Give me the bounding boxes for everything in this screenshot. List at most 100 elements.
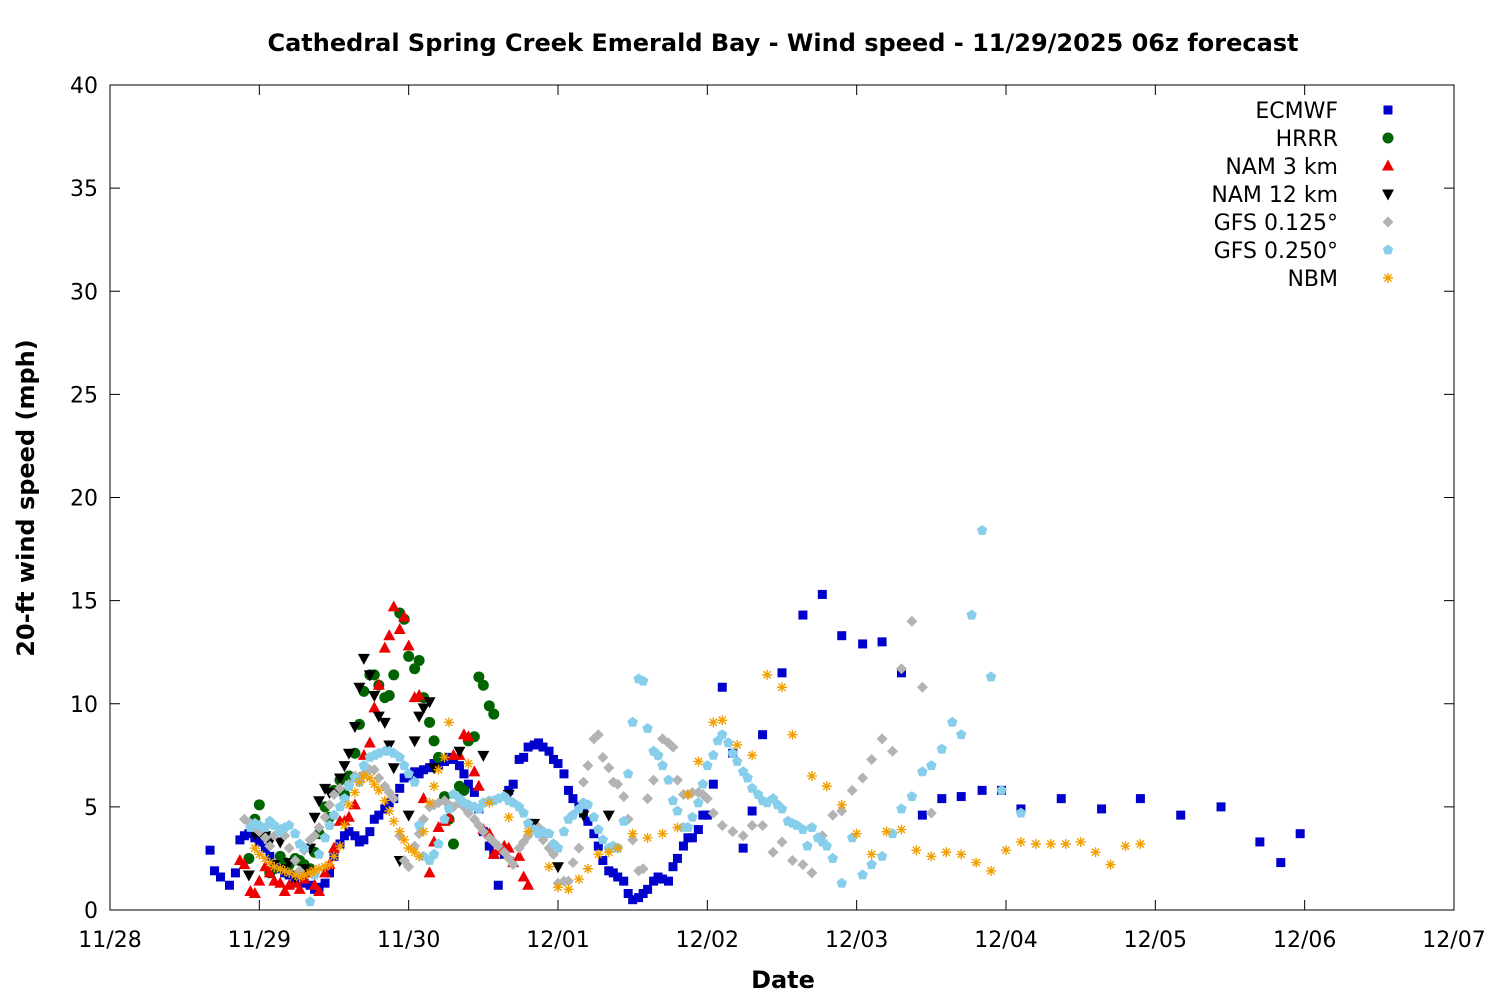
- data-point: [687, 811, 698, 822]
- series-ecmwf: [205, 589, 1305, 905]
- data-point: [334, 801, 346, 812]
- data-point: [472, 779, 485, 791]
- data-point: [602, 810, 615, 822]
- data-point: [492, 840, 504, 852]
- data-point: [369, 779, 380, 790]
- data-point: [379, 795, 390, 806]
- legend-item: GFS 0.125°: [1214, 211, 1394, 236]
- data-point: [417, 703, 430, 715]
- data-point: [210, 866, 220, 876]
- legend-label: ECMWF: [1255, 99, 1338, 124]
- data-point: [797, 824, 809, 834]
- data-point: [597, 834, 608, 845]
- data-point: [484, 841, 494, 851]
- data-point: [429, 781, 440, 792]
- data-point: [343, 799, 354, 810]
- data-point: [737, 830, 749, 842]
- data-point: [716, 819, 728, 831]
- data-point: [643, 884, 653, 894]
- data-point: [941, 847, 952, 858]
- data-point: [926, 851, 937, 862]
- data-point: [1135, 794, 1145, 804]
- data-point: [1135, 839, 1146, 849]
- data-point: [573, 842, 585, 854]
- data-point: [708, 749, 719, 760]
- data-point: [373, 785, 384, 796]
- data-point: [333, 773, 346, 785]
- data-point: [216, 872, 226, 882]
- data-point: [439, 813, 450, 824]
- data-point: [925, 807, 937, 819]
- data-point: [827, 809, 839, 821]
- data-point: [708, 779, 718, 789]
- data-point: [693, 797, 704, 808]
- data-point: [697, 778, 709, 789]
- series-nbm: [249, 669, 1146, 895]
- data-point: [395, 783, 405, 793]
- data-point: [507, 859, 519, 871]
- data-point: [363, 736, 376, 748]
- y-tick-label: 5: [84, 796, 98, 821]
- data-point: [463, 758, 474, 769]
- data-point: [737, 766, 749, 777]
- data-point: [320, 861, 331, 872]
- data-point: [388, 793, 400, 805]
- data-point: [727, 826, 739, 838]
- data-point: [523, 742, 533, 752]
- data-point: [372, 678, 385, 690]
- legend-marker: [1382, 132, 1394, 144]
- data-point: [260, 853, 271, 864]
- data-point: [657, 828, 668, 839]
- data-point: [966, 609, 977, 620]
- data-point: [836, 877, 847, 888]
- data-point: [224, 880, 234, 890]
- data-point: [553, 759, 563, 769]
- data-point: [409, 663, 421, 675]
- data-point: [777, 668, 787, 678]
- data-point: [513, 849, 526, 861]
- data-point: [305, 867, 316, 878]
- x-tick-label: 12/07: [1422, 928, 1485, 953]
- data-point: [348, 798, 361, 810]
- y-tick-label: 40: [70, 74, 98, 99]
- data-point: [589, 829, 599, 839]
- data-point: [623, 768, 634, 779]
- data-point: [394, 751, 405, 762]
- x-tick-label: 11/30: [377, 928, 440, 953]
- data-point: [797, 859, 809, 871]
- data-point: [329, 851, 339, 862]
- data-point: [652, 749, 664, 760]
- data-point: [667, 741, 679, 753]
- data-point: [836, 799, 847, 810]
- data-point: [358, 770, 369, 781]
- legend-item: NAM 12 km: [1211, 183, 1394, 208]
- data-point: [324, 799, 336, 811]
- data-point: [242, 870, 255, 882]
- data-point: [483, 700, 495, 712]
- data-point: [248, 887, 261, 898]
- x-tick-label: 11/29: [228, 928, 291, 953]
- data-point: [544, 861, 555, 872]
- data-point: [558, 826, 570, 837]
- chart-title: Cathedral Spring Creek Emerald Bay - Win…: [267, 29, 1298, 57]
- data-point: [353, 682, 366, 694]
- data-point: [383, 629, 396, 641]
- data-point: [334, 841, 345, 852]
- series-gfs-0-250: [245, 525, 1027, 907]
- data-point: [837, 631, 847, 641]
- points-layer: [205, 525, 1305, 907]
- data-point: [664, 876, 674, 886]
- data-point: [693, 756, 704, 767]
- data-point: [488, 708, 500, 720]
- data-point: [613, 872, 623, 882]
- data-point: [373, 772, 385, 784]
- legend-marker: [1382, 216, 1394, 228]
- data-point: [916, 681, 928, 693]
- data-point: [1090, 847, 1101, 858]
- data-point: [858, 639, 868, 649]
- data-point: [1045, 839, 1056, 849]
- data-point: [588, 811, 600, 822]
- data-point: [582, 760, 594, 772]
- data-point: [776, 803, 788, 814]
- y-tick-label: 20: [70, 487, 98, 512]
